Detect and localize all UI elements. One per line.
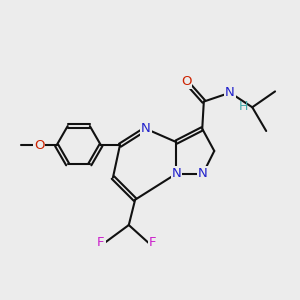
Text: F: F [97,236,105,249]
Text: O: O [181,75,192,88]
Text: N: N [225,86,235,99]
Text: O: O [34,139,44,152]
Text: N: N [141,122,151,135]
Text: H: H [239,100,248,113]
Text: N: N [198,167,208,180]
Text: F: F [148,236,156,249]
Text: N: N [171,167,181,180]
